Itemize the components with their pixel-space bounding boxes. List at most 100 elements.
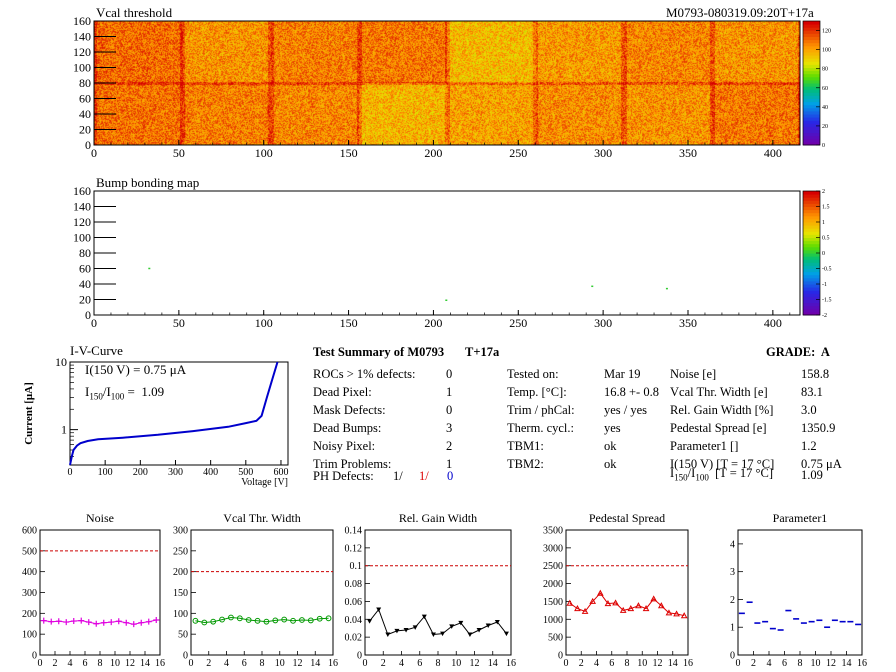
roc-plot-point: [48, 618, 55, 625]
roc-plot-point: [385, 632, 391, 637]
map-y-tick-label: 20: [79, 293, 91, 307]
roc-plot-x-tick-label: 6: [417, 658, 422, 669]
roc-plot-y-tick-label: 3500: [543, 526, 563, 537]
scale-tick-label: 0.5: [822, 236, 830, 242]
roc-plot-point: [581, 607, 589, 614]
scale-band: [803, 280, 820, 285]
roc-plot-x-tick-label: 12: [125, 658, 135, 669]
scale-band: [803, 79, 820, 84]
map-x-tick-label: 200: [424, 146, 442, 160]
performance-value: 1.2: [801, 439, 817, 453]
scale-band: [803, 237, 820, 242]
roc-plot-x-tick-label: 10: [637, 658, 647, 669]
roc-plot-x-tick-label: 14: [488, 658, 498, 669]
vcal-map-title: Vcal threshold: [96, 5, 173, 20]
map-x-tick-label: 150: [340, 146, 358, 160]
scale-tick-label: 20: [822, 124, 828, 130]
grade-label: GRADE: A: [766, 345, 830, 359]
scale-band: [803, 200, 820, 204]
scale-tick-label: -2: [822, 313, 827, 319]
roc-plot-x-tick-label: 14: [310, 658, 320, 669]
scale-band: [803, 231, 820, 235]
roc-plot-y-tick-label: 1000: [543, 615, 563, 626]
roc-plot-point: [236, 615, 243, 622]
vcal-map-panel: Vcal threshold M0793-080319.09:20T+17a 0…: [0, 0, 896, 160]
roc-plot-point: [485, 623, 491, 629]
roc-plot-series-line: [195, 616, 329, 624]
iv-x-tick-label: 500: [238, 467, 253, 478]
roc-plot-y-tick-label: 500: [22, 546, 37, 557]
iv-text-ratio: I150/I100 = 1.09: [85, 384, 164, 402]
roc-plot-title: Pedestal Spread: [589, 511, 665, 525]
scale-band: [803, 73, 820, 78]
roc-plot-point: [299, 617, 305, 623]
map-y-tick-label: 140: [73, 200, 91, 214]
condition-value: 16.8 +- 0.8: [604, 385, 659, 399]
iv-x-tick-label: 100: [98, 467, 113, 478]
roc-plot-x-tick-label: 8: [625, 658, 630, 669]
scale-band: [803, 225, 820, 229]
scale-band: [803, 274, 820, 279]
roc-plot-series-line: [369, 608, 507, 636]
iv-panel: I-V-Curve 10 1 0 100 200 300 400 500 600 Voltage …: [0, 340, 300, 490]
iv-x-tick-label: 200: [133, 467, 148, 478]
scale-tick-label: 100: [822, 48, 831, 54]
roc-plot-point: [367, 619, 373, 624]
scale-band: [803, 117, 820, 121]
defect-label: Trim Problems:: [313, 457, 392, 471]
roc-plot-y-tick-label: 100: [173, 609, 188, 620]
condition-label: Temp. [°C]:: [507, 385, 567, 399]
iv-frame: [69, 361, 289, 466]
roc-plot-y-tick-label: 0: [183, 651, 188, 662]
iv-x-label: Voltage [V]: [241, 477, 288, 488]
roc-plot-point: [123, 619, 130, 626]
defect-label: ROCs > 1% defects:: [313, 367, 416, 381]
roc-plot-point: [589, 597, 597, 604]
roc-plot-point: [566, 599, 574, 606]
scale-band: [803, 39, 820, 44]
roc-plot-point: [665, 609, 673, 616]
summary-ratio-value: 1.09: [801, 468, 823, 482]
iv-curve: [69, 361, 279, 466]
roc-plot-x-tick-label: 0: [38, 658, 43, 669]
roc-plot-x-tick-label: 16: [155, 658, 165, 669]
roc-plot-point: [430, 632, 436, 637]
scale-band: [803, 104, 820, 109]
roc-plot-y-tick-label: 100: [22, 630, 37, 641]
roc-plot-x-tick-label: 12: [653, 658, 663, 669]
scale-tick-label: -1.5: [822, 298, 832, 304]
bump-defect-pixel: [591, 285, 594, 288]
iv-y-tick-label: 1: [61, 423, 67, 437]
defect-value: 1: [446, 385, 453, 399]
bump-defect-pixel: [445, 299, 448, 301]
roc-plot-point: [449, 624, 455, 629]
roc-plot-point: [316, 615, 323, 622]
roc-plot-x-tick-label: 16: [506, 658, 516, 669]
roc-plot-title: Rel. Gain Width: [399, 511, 477, 525]
scale-band: [803, 240, 820, 245]
bump-map-panel: Bump bonding map 0 20 40 60 80 100 120 140 160 0 5…: [0, 170, 896, 330]
defect-label: Dead Bumps:: [313, 421, 382, 435]
roc-plot-title: Parameter1: [773, 511, 828, 525]
roc-plot-y-tick-label: 500: [548, 633, 563, 644]
roc-plot-y-tick-label: 1: [730, 623, 735, 634]
iv-title: I-V-Curve: [70, 343, 123, 358]
map-x-tick-label: 300: [594, 146, 612, 160]
roc-plot-point: [627, 605, 635, 612]
scale-band: [803, 92, 820, 96]
roc-plot-y-tick-label: 50: [178, 630, 188, 641]
roc-plot-point: [673, 610, 680, 617]
summary-ratio-i1: I: [670, 466, 675, 480]
scale-band: [803, 256, 820, 260]
performance-label: Pedestal Spread [e]: [670, 421, 767, 435]
roc-plot-point: [201, 619, 208, 626]
scale-band: [803, 268, 820, 273]
roc-plot-y-tick-label: 300: [22, 588, 37, 599]
roc-plot-x-tick-label: 8: [98, 658, 103, 669]
roc-plot-y-tick-label: 0: [730, 651, 735, 662]
